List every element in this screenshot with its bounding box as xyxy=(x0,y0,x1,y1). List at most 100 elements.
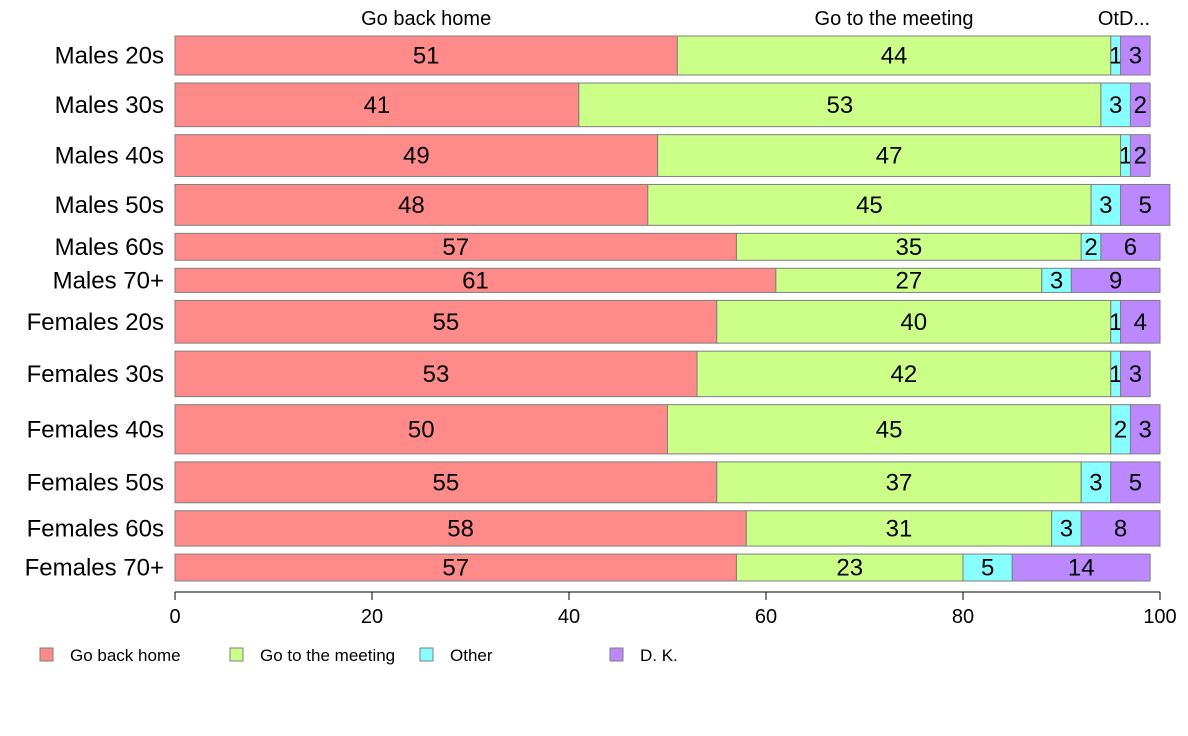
bar-segment xyxy=(696,350,1112,398)
bar-segment xyxy=(1129,134,1151,177)
bar-segment xyxy=(174,553,737,582)
bar-segment xyxy=(174,299,718,344)
row-label: Males 40s xyxy=(55,143,164,170)
data-label: 57 xyxy=(442,234,469,261)
x-tick-label: 80 xyxy=(952,606,974,628)
data-label: 2 xyxy=(1114,416,1127,443)
row-label: Females 30s xyxy=(27,361,164,388)
bar-segment xyxy=(174,510,747,547)
bar-segment xyxy=(1129,82,1151,128)
bar-segment xyxy=(676,35,1112,76)
row-label: Males 60s xyxy=(55,234,164,261)
data-label: 14 xyxy=(1068,555,1095,582)
bar-segment xyxy=(1090,183,1122,226)
data-label: 1 xyxy=(1109,43,1122,70)
data-label: 55 xyxy=(433,469,460,496)
x-tick-label: 0 xyxy=(169,606,180,628)
row-label: Females 20s xyxy=(27,309,164,336)
data-label: 44 xyxy=(881,43,908,70)
data-label: 27 xyxy=(895,267,922,294)
bar-segment xyxy=(174,404,668,455)
data-label: 40 xyxy=(900,309,927,336)
data-label: 2 xyxy=(1134,92,1147,119)
bar-segment xyxy=(174,350,698,398)
data-label: 3 xyxy=(1129,43,1142,70)
data-label: 31 xyxy=(886,515,913,542)
bar-segment xyxy=(716,461,1082,504)
bar-segment xyxy=(745,510,1053,547)
bar-segment xyxy=(657,134,1122,177)
data-label: 3 xyxy=(1129,361,1142,388)
bar-segment xyxy=(647,183,1092,226)
bar-segment xyxy=(174,35,678,76)
data-label: 45 xyxy=(856,192,883,219)
data-label: 45 xyxy=(876,416,903,443)
data-label: 47 xyxy=(876,143,903,170)
data-label: 42 xyxy=(891,361,918,388)
x-tick-label: 20 xyxy=(361,606,383,628)
bars: 51 44 1 341 53 3 249 47 1 248 45 3 557 35 2 661 27 3 955 40… xyxy=(174,35,1171,582)
bar-segment xyxy=(174,461,718,504)
legend-swatch xyxy=(609,647,624,662)
bar-segment xyxy=(962,553,1013,582)
row-label: Females 70+ xyxy=(25,555,164,582)
row-label: Males 30s xyxy=(55,92,164,119)
top-labels: Go back home Go to the meeting OtD... xyxy=(361,8,1150,30)
data-label: 3 xyxy=(1060,515,1073,542)
bar-segment xyxy=(578,82,1102,128)
bar-segment xyxy=(775,267,1043,293)
x-tick-label: 40 xyxy=(558,606,580,628)
data-label: 2 xyxy=(1084,234,1097,261)
x-tick-label: 100 xyxy=(1143,606,1176,628)
data-label: 5 xyxy=(1139,192,1152,219)
data-label: 3 xyxy=(1109,92,1122,119)
bar-segment xyxy=(1120,183,1171,226)
bar-segment xyxy=(1120,299,1161,344)
data-label: 9 xyxy=(1109,267,1122,294)
bar-segment xyxy=(1051,510,1082,547)
x-axis: 0 20 40 60 80 100 xyxy=(169,591,1177,628)
data-label: 53 xyxy=(827,92,854,119)
data-label: 50 xyxy=(408,416,435,443)
legend-label: Go back home xyxy=(70,646,181,665)
bar-segment xyxy=(716,299,1112,344)
data-label: 2 xyxy=(1134,143,1147,170)
bar-segment xyxy=(1100,82,1131,128)
bar-segment xyxy=(1129,404,1161,455)
data-label: 51 xyxy=(413,43,440,70)
bar-segment xyxy=(735,553,964,582)
row-label: Females 50s xyxy=(27,469,164,496)
bar-segment xyxy=(1110,461,1161,504)
data-label: 3 xyxy=(1139,416,1152,443)
data-label: 5 xyxy=(981,555,994,582)
data-label: 37 xyxy=(886,469,913,496)
legend-swatch xyxy=(39,647,54,662)
legend-label: Go to the meeting xyxy=(260,646,395,665)
data-label: 3 xyxy=(1050,267,1063,294)
bar-segment xyxy=(1011,553,1151,582)
top-label: Go to the meeting xyxy=(815,8,974,30)
data-label: 57 xyxy=(442,555,469,582)
data-label: 61 xyxy=(462,267,489,294)
bar-segment xyxy=(1120,350,1151,398)
bar-segment xyxy=(1041,267,1072,293)
bar-segment xyxy=(1120,35,1151,76)
x-tick-label: 60 xyxy=(755,606,777,628)
legend: Go back home Go to the meeting Other D. K. xyxy=(39,646,678,665)
data-label: 1 xyxy=(1119,143,1132,170)
legend-swatch xyxy=(419,647,434,662)
legend-label: D. K. xyxy=(640,646,678,665)
row-label: Females 40s xyxy=(27,416,164,443)
data-label: 1 xyxy=(1109,361,1122,388)
data-label: 53 xyxy=(423,361,450,388)
data-label: 35 xyxy=(895,234,922,261)
data-label: 3 xyxy=(1099,192,1112,219)
top-label: Go back home xyxy=(361,8,491,30)
data-label: 58 xyxy=(447,515,474,542)
data-label: 8 xyxy=(1114,515,1127,542)
top-label: OtD... xyxy=(1098,8,1150,30)
row-label: Females 60s xyxy=(27,515,164,542)
bar-segment xyxy=(1080,461,1112,504)
row-labels: Males 20s Males 30s Males 40s Males 50s Male… xyxy=(25,43,164,582)
